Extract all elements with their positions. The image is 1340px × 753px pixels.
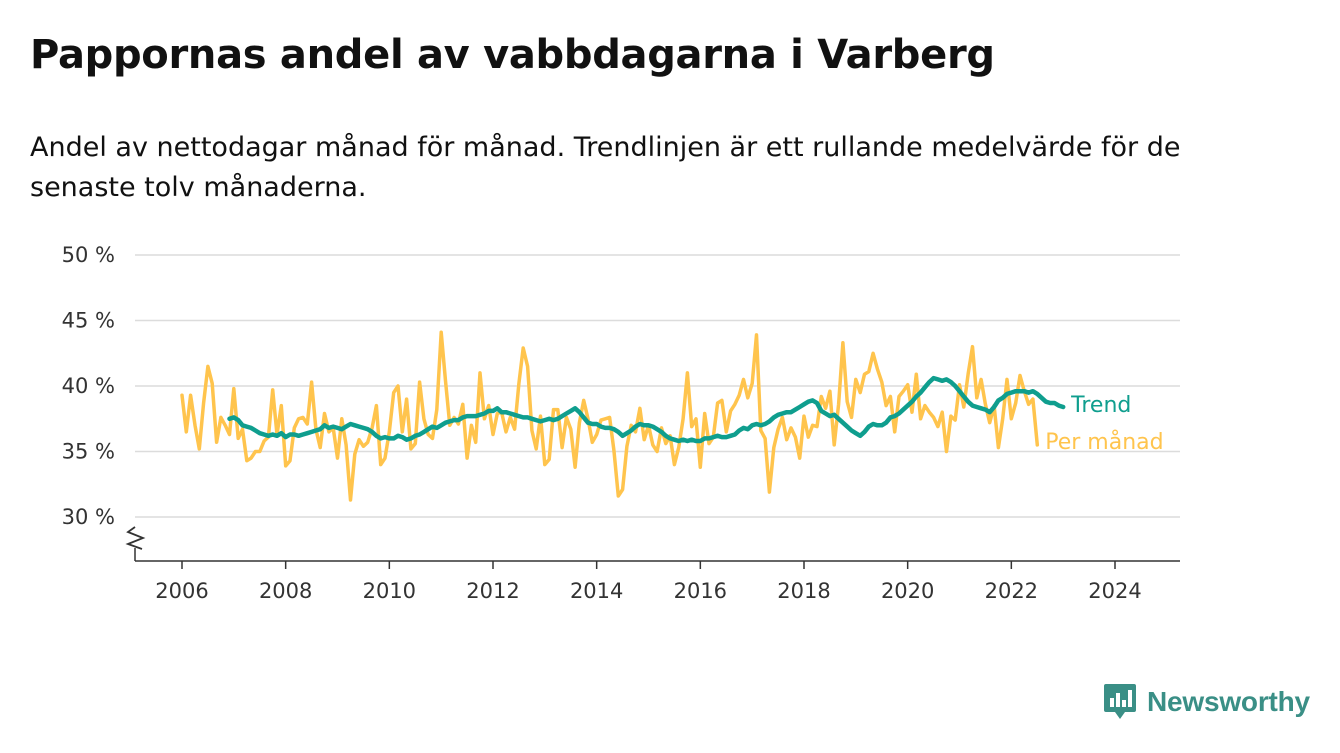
y-tick-label: 35 %	[62, 440, 115, 464]
x-tick-label: 2006	[155, 579, 208, 603]
brand-name: Newsworthy	[1147, 686, 1310, 717]
x-tick-label: 2012	[466, 579, 519, 603]
axis-break-icon	[125, 526, 146, 550]
monthly-label: Per månad	[1045, 429, 1163, 455]
x-tick-label: 2016	[674, 579, 727, 603]
trend-line	[227, 375, 1066, 444]
x-tick-label: 2018	[777, 579, 830, 603]
y-tick-label: 30 %	[62, 505, 115, 529]
newsworthy-logo-icon	[1104, 684, 1136, 719]
x-tick-label: 2010	[363, 579, 416, 603]
x-tick-label: 2020	[881, 579, 934, 603]
y-tick-label: 45 %	[62, 309, 115, 333]
y-tick-label: 50 %	[62, 243, 115, 267]
series-labels: Per månad Trend	[1045, 393, 1163, 455]
y-tick-label: 40 %	[62, 374, 115, 398]
y-axis-tick-labels: 30 % 35 % 40 % 45 % 50 %	[62, 243, 115, 529]
chart-subtitle: Andel av nettodagar månad för månad. Tre…	[30, 132, 1181, 203]
x-tick-label: 2024	[1088, 579, 1141, 603]
newsworthy-brand: Newsworthy	[1103, 682, 1310, 722]
monthly-line	[180, 330, 1040, 502]
x-tick-label: 2008	[259, 579, 312, 603]
x-tick-label: 2022	[985, 579, 1038, 603]
chart-title: Pappornas andel av vabbdagarna i Varberg	[30, 32, 995, 78]
series-lines	[180, 330, 1066, 502]
x-axis: 2006 2008 2010 2012 2014 2016 2018 2020 2022 2024	[125, 526, 1180, 603]
trend-label: Trend	[1070, 393, 1131, 418]
x-tick-label: 2014	[570, 579, 623, 603]
